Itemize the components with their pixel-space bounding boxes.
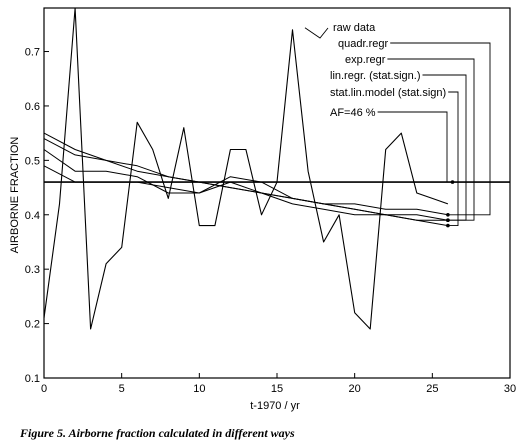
y-axis-label: AIRBORNE FRACTION <box>9 137 21 254</box>
y-tick-label: 0.2 <box>25 319 40 331</box>
legend-label-quadr-regr: quadr.regr <box>338 38 388 50</box>
leader-line-lin-regr-stat-sign <box>422 74 467 221</box>
leader-line-raw-data <box>304 27 329 39</box>
leader-end-dot <box>446 223 450 228</box>
legend: raw data quadr.regr exp.regr lin.regr. (sta… <box>304 22 491 228</box>
x-tick-label: 25 <box>426 383 438 395</box>
plot-frame <box>43 7 511 379</box>
x-axis-label: t-1970 / yr <box>250 400 300 412</box>
y-tick-label: 0.3 <box>25 264 40 276</box>
x-tick-label: 20 <box>349 383 361 395</box>
leader-line-exp-regr <box>387 58 475 221</box>
legend-label-lin-regr-stat-sign: lin.regr. (stat.sign.) <box>330 70 420 82</box>
x-tick-label: 10 <box>193 383 205 395</box>
y-tick-label: 0.1 <box>25 373 40 385</box>
airborne-fraction-chart: 0 5 10 15 20 25 30 0.1 0.2 0.3 0.4 0.5 0.6 0.7 raw da… <box>9 7 516 412</box>
x-tick-label: 5 <box>119 383 125 395</box>
series-line-raw-data <box>43 7 449 330</box>
y-tick-label: 0.7 <box>25 47 40 59</box>
y-tick-label: 0.5 <box>25 155 40 167</box>
x-tick-label: 30 <box>504 383 516 395</box>
leader-end-dot <box>446 218 450 222</box>
y-tick-label: 0.4 <box>25 210 40 222</box>
leader-end-dot <box>450 180 455 184</box>
series-layer <box>43 7 510 330</box>
x-tick-label: 0 <box>41 383 47 395</box>
x-tick-label: 15 <box>271 383 283 395</box>
series-line-stat-lin-model-stat-sign <box>43 132 448 227</box>
leader-line-quadr-regr <box>390 42 491 216</box>
leader-end-dot <box>446 213 450 217</box>
legend-label-stat-lin-model-stat-sign: stat.lin.model (stat.sign) <box>330 87 446 99</box>
series-line-exp-regr <box>43 149 448 221</box>
axes: 0 5 10 15 20 25 30 0.1 0.2 0.3 0.4 0.5 0.6 0.7 <box>25 7 516 395</box>
y-tick-label: 0.6 <box>25 101 40 113</box>
legend-label-exp-regr: exp.regr <box>345 54 386 66</box>
legend-label-raw-data: raw data <box>333 22 376 34</box>
leader-line-stat-lin-model-stat-sign <box>447 91 459 227</box>
legend-label-af-46: AF=46 % <box>330 107 376 119</box>
leader-line-af-46 <box>377 111 453 183</box>
figure-caption: Figure 5. Airborne fraction calculated i… <box>20 426 295 440</box>
